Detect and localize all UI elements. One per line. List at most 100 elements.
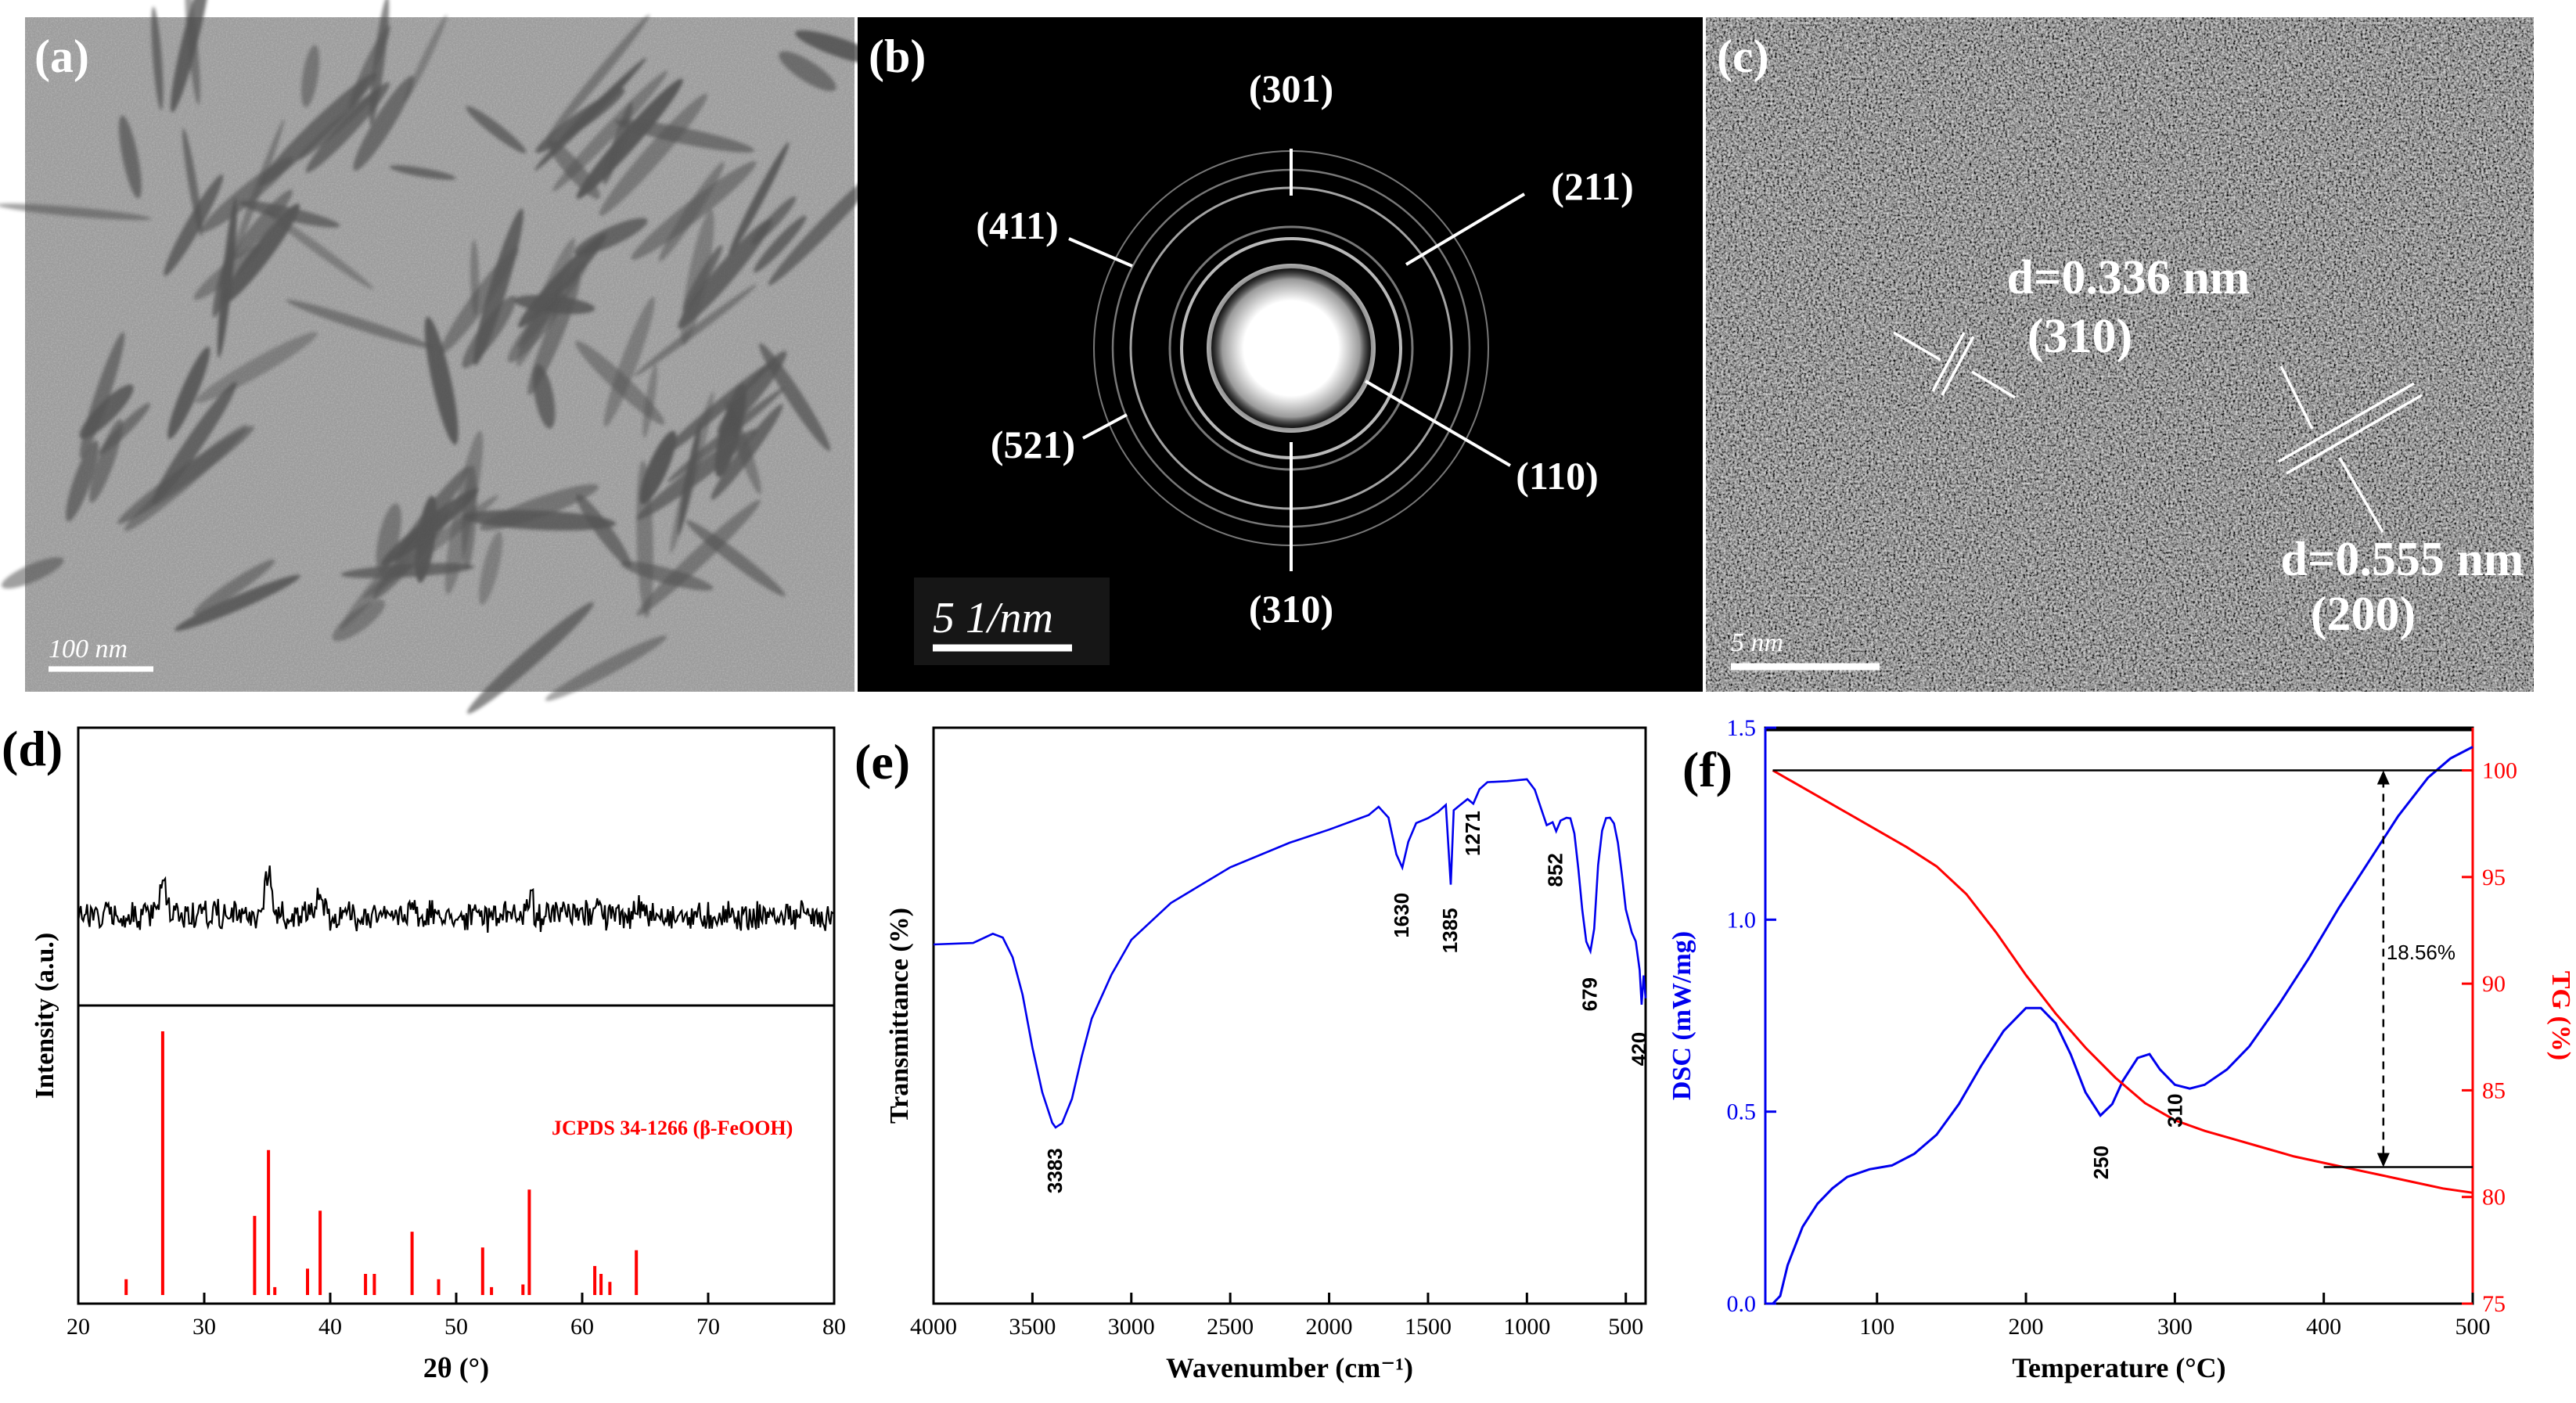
nanorod (513, 294, 595, 315)
nanorod (759, 343, 831, 451)
panel-d-x-ticks: 20 30 40 50 60 70 80 (67, 1293, 846, 1340)
nanorod (239, 200, 340, 228)
nanorod (424, 316, 459, 445)
nanorod (634, 284, 757, 377)
panel-c-label: (c) (1717, 31, 1769, 82)
nanorod (768, 166, 884, 286)
panel-f-ticks: 100 200 300 400 500 0.0 0.5 1.0 1.5 75 80 85 90 95 100 (1727, 715, 2518, 1340)
panel-a-label: (a) (34, 31, 89, 82)
nanorod (678, 218, 772, 329)
x-tick-label: 40 (318, 1314, 342, 1340)
ring-labels: (301) (211) (411) (521) (110) (310) (976, 67, 1634, 631)
nanorod (117, 426, 254, 524)
panel-f-x-label: Temperature (°C) (2012, 1352, 2225, 1383)
nanorod (221, 203, 300, 304)
tg-curve (1772, 769, 2473, 1194)
x-tick-label: 200 (2009, 1314, 2044, 1340)
nanorod (1, 557, 64, 589)
nanorod (479, 531, 503, 605)
y-tick-label-right: 85 (2482, 1077, 2506, 1103)
nanorod (682, 245, 723, 311)
arrow-head-top (2376, 770, 2390, 785)
panel-f-tg-dsc-chart: (f) 18.56% 250 310 100 200 300 400 500 0.0 0.5… (1668, 715, 2575, 1383)
ring-label-411: (411) (976, 203, 1059, 247)
nanorod (599, 93, 707, 216)
nanorod (470, 239, 480, 316)
nanorod (192, 559, 275, 615)
ftir-spectrum-line (933, 778, 1647, 1129)
x-tick-label: 2000 (1306, 1314, 1353, 1340)
nanorod (200, 156, 293, 232)
x-tick-label: 100 (1859, 1314, 1894, 1340)
x-tick-label: 500 (1608, 1314, 1643, 1340)
nanorod (779, 51, 836, 92)
nanorod (440, 246, 519, 354)
panel-e-x-ticks: 4000 3500 3000 2500 2000 1500 1000 500 (910, 1293, 1643, 1340)
nanorod (547, 139, 600, 200)
x-tick-label: 70 (696, 1314, 720, 1340)
ring-label-521: (521) (991, 423, 1075, 466)
ftir-band-label: 420 (1627, 1032, 1650, 1066)
x-tick-label: 3500 (1009, 1314, 1056, 1340)
panel-d-xrd-chart: (d) JCPDS 34-1266 (β-FeOOH) 20 30 40 50 60 70… (2, 721, 846, 1383)
nanorod (404, 14, 448, 103)
ftir-band-label: 1630 (1390, 893, 1413, 938)
panel-e-frame (932, 726, 1647, 1305)
ftir-band-labels: 3383 1630 1385 1271 852 679 420 (1043, 811, 1650, 1193)
dsc-peak-label-250: 250 (2089, 1146, 2113, 1179)
nanorod (533, 364, 556, 429)
panel-f-frame (1764, 726, 2474, 1305)
nanorod (546, 14, 650, 139)
nanorod (631, 161, 757, 261)
lattice-labels: d=0.336 nm (310) d=0.555 nm (200) (2007, 251, 2524, 641)
panel-c-scale-label: 5 nm (1731, 628, 1783, 657)
transmitted-beam (1205, 262, 1377, 434)
nanorod (369, 0, 390, 126)
nanorod (174, 574, 300, 631)
ring-label-301: (301) (1249, 67, 1333, 110)
y-tick-label-right: 80 (2482, 1185, 2506, 1211)
panel-a-tem-image: (a) 100 nm (0, 0, 887, 714)
x-tick-label: 80 (822, 1314, 846, 1340)
nanorod (340, 563, 475, 578)
x-tick-label: 4000 (910, 1314, 957, 1340)
nanorod (636, 499, 761, 617)
x-tick-label: 500 (2455, 1314, 2491, 1340)
x-tick-label: 3000 (1108, 1314, 1155, 1340)
x-tick-label: 30 (192, 1314, 216, 1340)
panel-f-y-label-left: DSC (mW/mg) (1668, 931, 1696, 1100)
arrow-head-bottom (2376, 1153, 2390, 1167)
y-tick-label-right: 100 (2482, 758, 2517, 784)
nanorod (576, 78, 683, 200)
x-tick-label: 1000 (1503, 1314, 1550, 1340)
nanorod (353, 75, 415, 171)
panel-d-y-label: Intensity (a.u.) (31, 933, 59, 1099)
ring-leader-lines (1068, 149, 1526, 571)
nanorod (286, 300, 434, 349)
panel-d-frame (77, 726, 836, 1305)
nanorod (545, 635, 667, 701)
dsc-peak-label-310: 310 (2163, 1094, 2186, 1128)
nanorod (195, 332, 318, 403)
nanorod (119, 115, 142, 199)
nanorod (729, 142, 790, 255)
nanorod (725, 399, 761, 495)
nanorod (164, 174, 224, 276)
panel-d-x-label: 2θ (°) (423, 1352, 489, 1383)
panel-b-scale-label: 5 1/nm (933, 594, 1053, 642)
nanorod (535, 88, 625, 153)
panel-e-y-label: Transmittance (%) (885, 908, 914, 1124)
nanorod (466, 602, 594, 714)
nanorod (301, 45, 320, 107)
nanorod (754, 215, 807, 273)
nanorod (99, 402, 151, 455)
y-tick-label-right: 90 (2482, 971, 2506, 997)
nanorod (151, 6, 164, 110)
nanorod (574, 218, 648, 256)
nanorod (79, 384, 134, 439)
y-tick-label-right: 75 (2482, 1291, 2506, 1317)
panel-f-label: (f) (1682, 742, 1732, 797)
y-tick-label-left: 0.5 (1727, 1099, 1757, 1125)
ring-label-310: (310) (1249, 587, 1333, 631)
